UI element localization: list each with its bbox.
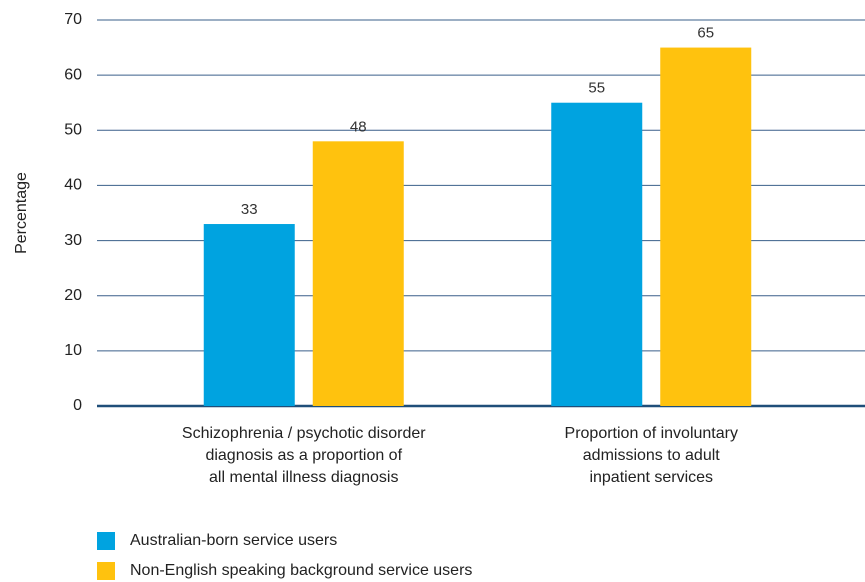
y-tick-label: 20: [64, 287, 82, 304]
bar: [203, 224, 295, 406]
legend-swatch: [97, 562, 115, 580]
y-tick-label: 10: [64, 342, 82, 359]
y-tick-label: 70: [64, 11, 82, 28]
bar: [660, 47, 752, 406]
y-tick-label: 40: [64, 177, 82, 194]
data-label: 48: [350, 118, 367, 135]
legend-label: Australian-born service users: [130, 532, 337, 549]
y-tick-label: 30: [64, 232, 82, 249]
y-tick-label: 50: [64, 122, 82, 139]
x-tick-label: Schizophrenia / psychotic disorder diagn…: [181, 425, 426, 486]
y-tick-label: 0: [73, 397, 82, 414]
x-tick-label: Proportion of involuntary admissions to …: [564, 425, 738, 486]
legend-label: Non-English speaking background service …: [130, 562, 472, 579]
y-tick-label: 60: [64, 66, 82, 83]
bar: [551, 102, 643, 406]
bar: [312, 141, 404, 407]
data-label: 65: [697, 25, 714, 42]
data-label: 55: [588, 80, 605, 97]
data-label: 33: [241, 201, 258, 218]
legend-swatch: [97, 532, 115, 550]
y-axis-label: Percentage: [13, 172, 30, 254]
